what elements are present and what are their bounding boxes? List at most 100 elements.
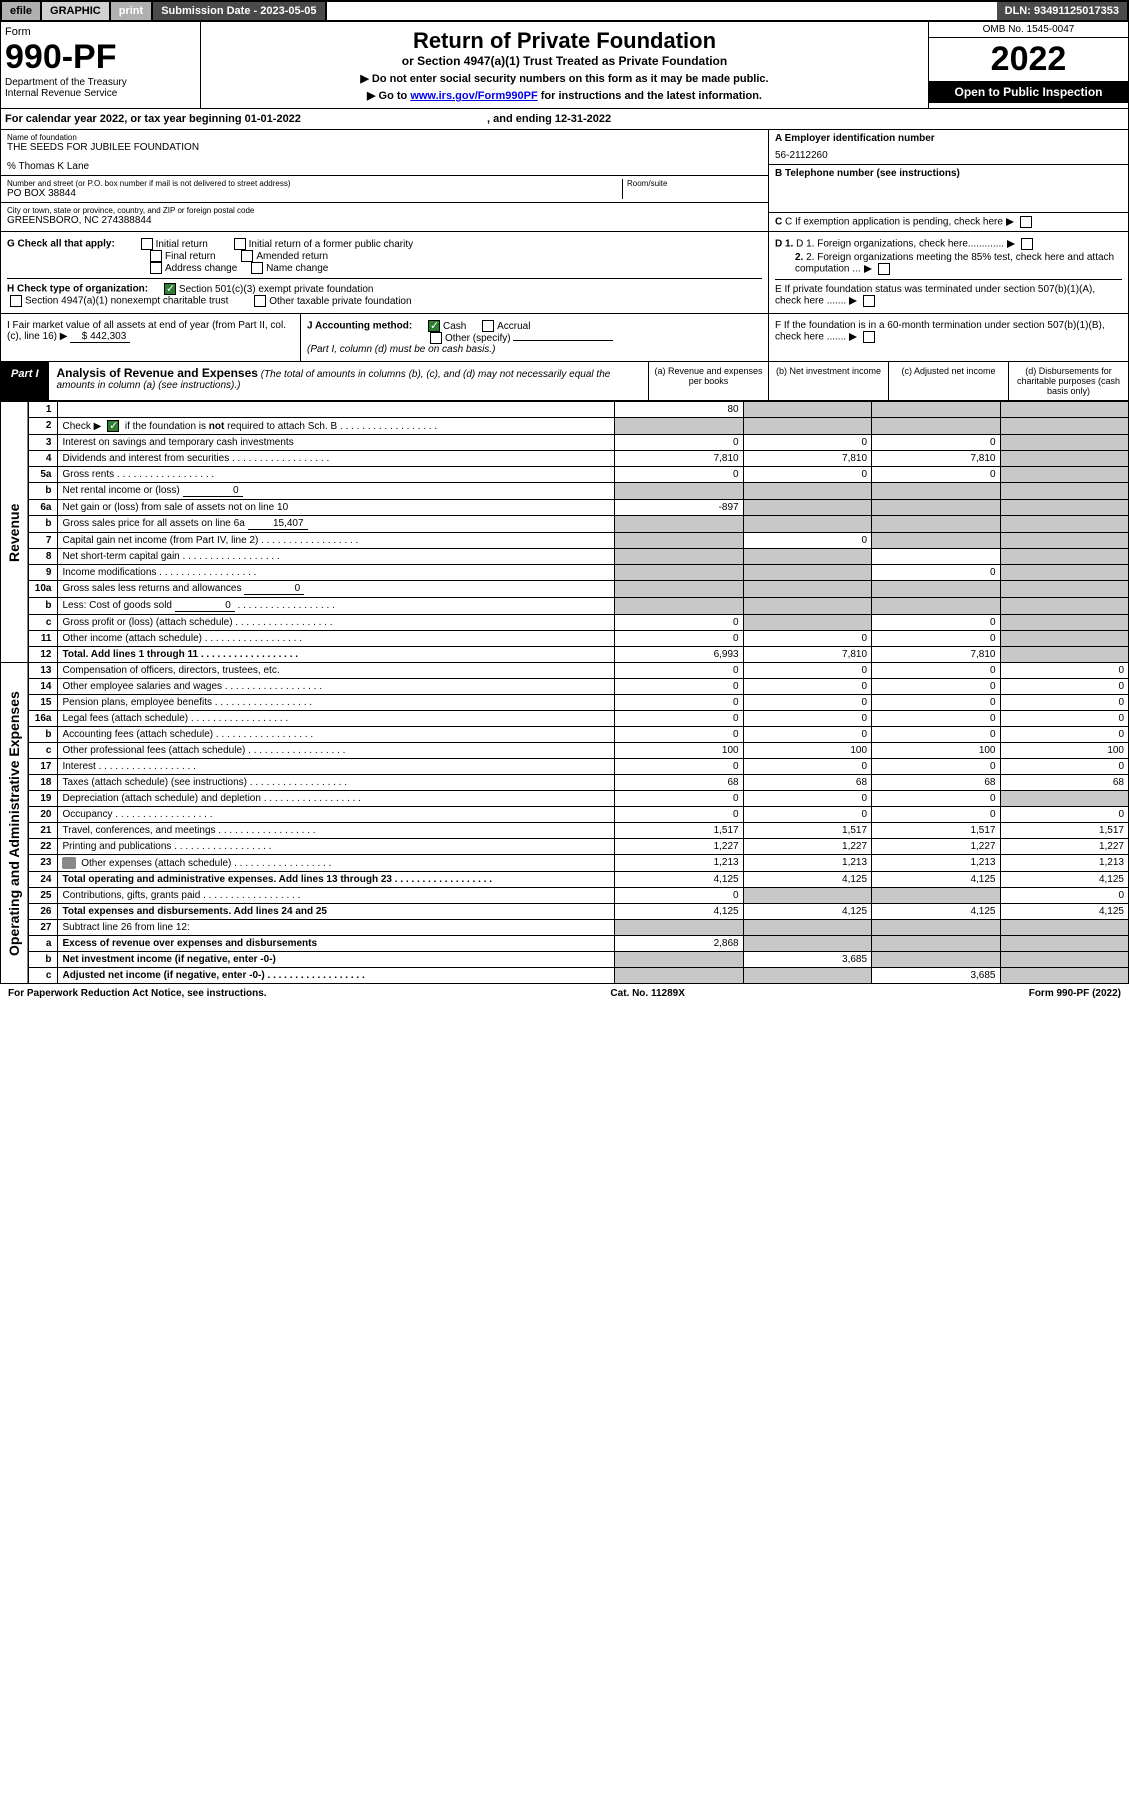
addr-cell: Number and street (or P.O. box number if… bbox=[1, 176, 768, 203]
addr: PO BOX 38844 bbox=[7, 188, 622, 199]
col-b-val bbox=[743, 598, 871, 615]
col-a-val: 4,125 bbox=[615, 872, 743, 888]
col-c-val: 0 bbox=[872, 727, 1000, 743]
entity-info: Name of foundation THE SEEDS FOR JUBILEE… bbox=[0, 130, 1129, 232]
arrow-icon bbox=[1006, 218, 1014, 226]
table-row: 25Contributions, gifts, grants paid00 bbox=[1, 888, 1129, 904]
cb-d1[interactable] bbox=[1021, 238, 1033, 250]
cb-address[interactable] bbox=[150, 262, 162, 274]
col-a-val: 1,517 bbox=[615, 823, 743, 839]
line-no: 26 bbox=[28, 904, 58, 920]
cb-initial-former[interactable] bbox=[234, 238, 246, 250]
col-d-val: 0 bbox=[1000, 888, 1129, 904]
i-j-row: I Fair market value of all assets at end… bbox=[0, 314, 1129, 362]
tel-lbl: B Telephone number (see instructions) bbox=[775, 168, 960, 179]
subdate-val: 2023-05-05 bbox=[260, 5, 316, 17]
col-a-val: 0 bbox=[615, 759, 743, 775]
cb-amended[interactable] bbox=[241, 250, 253, 262]
table-row: 23 Other expenses (attach schedule)1,213… bbox=[1, 855, 1129, 872]
title-box: Return of Private Foundation or Section … bbox=[201, 22, 928, 108]
col-b-val: 4,125 bbox=[743, 872, 871, 888]
col-a-val: 0 bbox=[615, 435, 743, 451]
table-row: 24Total operating and administrative exp… bbox=[1, 872, 1129, 888]
cb-final[interactable] bbox=[150, 250, 162, 262]
cb-other-tax[interactable] bbox=[254, 295, 266, 307]
checks-g-row: G Check all that apply: Initial return I… bbox=[0, 232, 1129, 314]
attach-icon[interactable] bbox=[62, 857, 76, 869]
line-no: 13 bbox=[28, 663, 58, 679]
entity-right: A Employer identification number 56-2112… bbox=[768, 130, 1128, 231]
col-b-val bbox=[743, 402, 871, 418]
line-desc: Travel, conferences, and meetings bbox=[58, 823, 615, 839]
line-no: 4 bbox=[28, 451, 58, 467]
line-no: 15 bbox=[28, 695, 58, 711]
inst-link[interactable]: www.irs.gov/Form990PF bbox=[410, 90, 537, 102]
col-b-val: 68 bbox=[743, 775, 871, 791]
col-a-val: 0 bbox=[615, 679, 743, 695]
checkbox-c[interactable] bbox=[1020, 216, 1032, 228]
dln-lbl: DLN: bbox=[1005, 5, 1034, 17]
side-revenue: Revenue bbox=[1, 402, 28, 663]
table-row: cGross profit or (loss) (attach schedule… bbox=[1, 615, 1129, 631]
form-number: 990-PF bbox=[5, 38, 196, 77]
col-c-val: 1,227 bbox=[872, 839, 1000, 855]
h-o2: Section 4947(a)(1) nonexempt charitable … bbox=[25, 296, 228, 307]
line-no: 23 bbox=[28, 855, 58, 872]
cb-schb[interactable] bbox=[107, 420, 119, 432]
addr-lbl: Number and street (or P.O. box number if… bbox=[7, 179, 622, 188]
line-no: 20 bbox=[28, 807, 58, 823]
col-b-val bbox=[743, 549, 871, 565]
cb-f[interactable] bbox=[863, 331, 875, 343]
cb-501c3[interactable] bbox=[164, 283, 176, 295]
part1-table: Revenue1802Check ▶ if the foundation is … bbox=[0, 401, 1129, 984]
cb-d2[interactable] bbox=[878, 263, 890, 275]
cb-other-acct[interactable] bbox=[430, 332, 442, 344]
col-b-val bbox=[743, 968, 871, 984]
col-a-val: 0 bbox=[615, 467, 743, 483]
print-label[interactable]: print bbox=[111, 2, 153, 20]
table-row: 3Interest on savings and temporary cash … bbox=[1, 435, 1129, 451]
col-a-val: 0 bbox=[615, 695, 743, 711]
col-a-val: 6,993 bbox=[615, 647, 743, 663]
form-ref: Form 990-PF (2022) bbox=[1029, 988, 1121, 999]
col-b-val: 0 bbox=[743, 533, 871, 549]
col-d-val bbox=[1000, 791, 1129, 807]
table-row: 10aGross sales less returns and allowanc… bbox=[1, 581, 1129, 598]
year-footer: 2022 bbox=[1095, 988, 1117, 999]
col-d-val bbox=[1000, 581, 1129, 598]
cb-4947[interactable] bbox=[10, 295, 22, 307]
graphic-label: GRAPHIC bbox=[42, 2, 111, 20]
cb-name[interactable] bbox=[251, 262, 263, 274]
table-row: 17Interest0000 bbox=[1, 759, 1129, 775]
cb-cash[interactable] bbox=[428, 320, 440, 332]
col-a-val bbox=[615, 581, 743, 598]
f-box: F If the foundation is in a 60-month ter… bbox=[768, 314, 1128, 361]
col-c-val: 0 bbox=[872, 807, 1000, 823]
col-b-val bbox=[743, 500, 871, 516]
care-of: % Thomas K Lane bbox=[7, 161, 762, 172]
arrow-icon bbox=[849, 333, 857, 341]
table-row: bNet rental income or (loss) 0 bbox=[1, 483, 1129, 500]
table-row: 7Capital gain net income (from Part IV, … bbox=[1, 533, 1129, 549]
top-bar: efile GRAPHIC print Submission Date - 20… bbox=[0, 0, 1129, 22]
cb-e[interactable] bbox=[863, 295, 875, 307]
col-b-val: 0 bbox=[743, 791, 871, 807]
col-c-val: 0 bbox=[872, 565, 1000, 581]
line-no: 18 bbox=[28, 775, 58, 791]
g-opt5: Name change bbox=[266, 263, 328, 274]
line-desc: Check ▶ if the foundation is not require… bbox=[58, 418, 615, 435]
g-opt1: Initial return of a former public charit… bbox=[249, 239, 414, 250]
cb-accrual[interactable] bbox=[482, 320, 494, 332]
cb-initial[interactable] bbox=[141, 238, 153, 250]
col-b-val: 1,517 bbox=[743, 823, 871, 839]
line-desc: Other professional fees (attach schedule… bbox=[58, 743, 615, 759]
g-opt4: Address change bbox=[165, 263, 237, 274]
omb: OMB No. 1545-0047 bbox=[929, 22, 1128, 38]
col-c-val bbox=[872, 418, 1000, 435]
j-lbl: J Accounting method: bbox=[307, 321, 412, 332]
line-no: b bbox=[28, 483, 58, 500]
col-c-val: 68 bbox=[872, 775, 1000, 791]
col-c-val: 100 bbox=[872, 743, 1000, 759]
name-cell: Name of foundation THE SEEDS FOR JUBILEE… bbox=[1, 130, 768, 176]
c-cell: C C If exemption application is pending,… bbox=[769, 213, 1128, 231]
